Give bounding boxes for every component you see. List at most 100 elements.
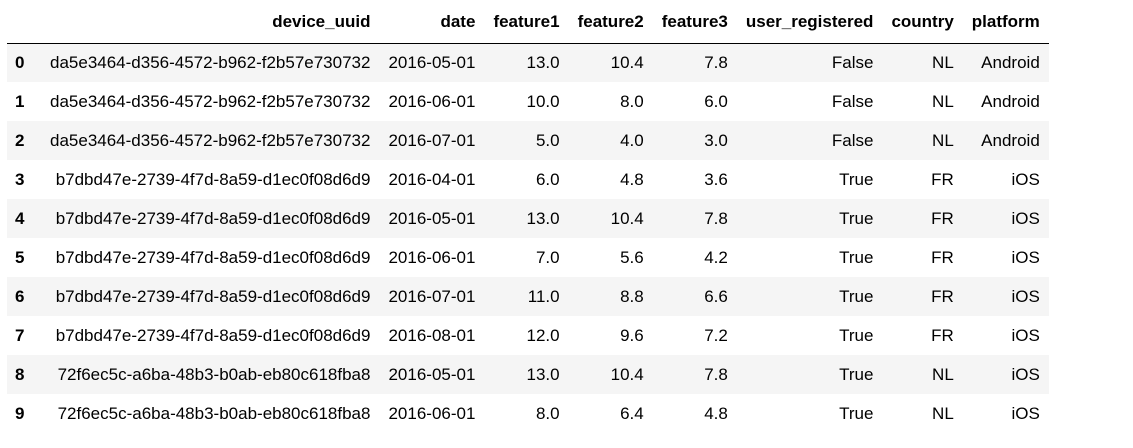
column-header-feature2: feature2 xyxy=(569,2,653,43)
cell-country: NL xyxy=(882,82,962,121)
cell-feature3: 7.2 xyxy=(653,316,737,355)
cell-platform: iOS xyxy=(963,277,1049,316)
cell-country: FR xyxy=(882,199,962,238)
cell-feature2: 4.8 xyxy=(569,160,653,199)
cell-feature3: 7.8 xyxy=(653,355,737,394)
column-header-country: country xyxy=(882,2,962,43)
cell-date: 2016-07-01 xyxy=(379,277,484,316)
cell-feature2: 4.0 xyxy=(569,121,653,160)
cell-feature3: 6.0 xyxy=(653,82,737,121)
column-header-platform: platform xyxy=(963,2,1049,43)
dataframe-output: device_uuid date feature1 feature2 featu… xyxy=(7,2,1049,433)
row-index: 9 xyxy=(7,394,41,433)
table-row: 5 b7dbd47e-2739-4f7d-8a59-d1ec0f08d6d9 201… xyxy=(7,238,1049,277)
cell-feature1: 10.0 xyxy=(484,82,568,121)
cell-device-uuid: b7dbd47e-2739-4f7d-8a59-d1ec0f08d6d9 xyxy=(41,238,379,277)
cell-country: NL xyxy=(882,355,962,394)
row-index: 2 xyxy=(7,121,41,160)
cell-feature3: 4.8 xyxy=(653,394,737,433)
cell-feature2: 10.4 xyxy=(569,355,653,394)
column-header-feature3: feature3 xyxy=(653,2,737,43)
row-index: 7 xyxy=(7,316,41,355)
table-row: 2 da5e3464-d356-4572-b962-f2b57e730732 201… xyxy=(7,121,1049,160)
table-row: 1 da5e3464-d356-4572-b962-f2b57e730732 201… xyxy=(7,82,1049,121)
cell-date: 2016-05-01 xyxy=(379,199,484,238)
column-header-date: date xyxy=(379,2,484,43)
cell-country: NL xyxy=(882,394,962,433)
row-index: 8 xyxy=(7,355,41,394)
cell-user-registered: True xyxy=(737,238,883,277)
table-body: 0 da5e3464-d356-4572-b962-f2b57e730732 201… xyxy=(7,43,1049,433)
cell-feature3: 3.6 xyxy=(653,160,737,199)
cell-device-uuid: b7dbd47e-2739-4f7d-8a59-d1ec0f08d6d9 xyxy=(41,277,379,316)
cell-platform: Android xyxy=(963,121,1049,160)
cell-feature3: 3.0 xyxy=(653,121,737,160)
cell-feature3: 7.8 xyxy=(653,43,737,82)
cell-platform: iOS xyxy=(963,316,1049,355)
cell-device-uuid: 72f6ec5c-a6ba-48b3-b0ab-eb80c618fba8 xyxy=(41,355,379,394)
cell-feature1: 6.0 xyxy=(484,160,568,199)
cell-user-registered: False xyxy=(737,121,883,160)
cell-feature2: 9.6 xyxy=(569,316,653,355)
cell-platform: iOS xyxy=(963,199,1049,238)
cell-device-uuid: da5e3464-d356-4572-b962-f2b57e730732 xyxy=(41,82,379,121)
cell-user-registered: False xyxy=(737,43,883,82)
cell-feature1: 5.0 xyxy=(484,121,568,160)
cell-feature1: 13.0 xyxy=(484,43,568,82)
cell-feature1: 12.0 xyxy=(484,316,568,355)
cell-user-registered: True xyxy=(737,394,883,433)
cell-device-uuid: da5e3464-d356-4572-b962-f2b57e730732 xyxy=(41,43,379,82)
cell-date: 2016-05-01 xyxy=(379,43,484,82)
column-header-user-registered: user_registered xyxy=(737,2,883,43)
column-header-device-uuid: device_uuid xyxy=(41,2,379,43)
cell-platform: Android xyxy=(963,43,1049,82)
table-header: device_uuid date feature1 feature2 featu… xyxy=(7,2,1049,43)
cell-platform: Android xyxy=(963,82,1049,121)
cell-country: FR xyxy=(882,316,962,355)
cell-device-uuid: da5e3464-d356-4572-b962-f2b57e730732 xyxy=(41,121,379,160)
cell-feature2: 10.4 xyxy=(569,199,653,238)
table-row: 4 b7dbd47e-2739-4f7d-8a59-d1ec0f08d6d9 201… xyxy=(7,199,1049,238)
row-index: 5 xyxy=(7,238,41,277)
cell-device-uuid: b7dbd47e-2739-4f7d-8a59-d1ec0f08d6d9 xyxy=(41,316,379,355)
cell-device-uuid: 72f6ec5c-a6ba-48b3-b0ab-eb80c618fba8 xyxy=(41,394,379,433)
cell-date: 2016-06-01 xyxy=(379,394,484,433)
cell-user-registered: False xyxy=(737,82,883,121)
index-header xyxy=(7,2,41,43)
cell-feature1: 7.0 xyxy=(484,238,568,277)
cell-date: 2016-06-01 xyxy=(379,238,484,277)
table-row: 8 72f6ec5c-a6ba-48b3-b0ab-eb80c618fba8 201… xyxy=(7,355,1049,394)
cell-user-registered: True xyxy=(737,316,883,355)
cell-feature1: 8.0 xyxy=(484,394,568,433)
cell-feature2: 8.8 xyxy=(569,277,653,316)
row-index: 4 xyxy=(7,199,41,238)
cell-user-registered: True xyxy=(737,199,883,238)
table-row: 0 da5e3464-d356-4572-b962-f2b57e730732 201… xyxy=(7,43,1049,82)
cell-user-registered: True xyxy=(737,160,883,199)
cell-feature1: 13.0 xyxy=(484,199,568,238)
row-index: 3 xyxy=(7,160,41,199)
cell-feature2: 6.4 xyxy=(569,394,653,433)
cell-country: NL xyxy=(882,43,962,82)
header-row: device_uuid date feature1 feature2 featu… xyxy=(7,2,1049,43)
cell-platform: iOS xyxy=(963,394,1049,433)
cell-feature3: 7.8 xyxy=(653,199,737,238)
dataframe-table: device_uuid date feature1 feature2 featu… xyxy=(7,2,1049,433)
cell-date: 2016-04-01 xyxy=(379,160,484,199)
cell-feature1: 11.0 xyxy=(484,277,568,316)
cell-platform: iOS xyxy=(963,238,1049,277)
row-index: 6 xyxy=(7,277,41,316)
cell-feature3: 6.6 xyxy=(653,277,737,316)
row-index: 0 xyxy=(7,43,41,82)
cell-date: 2016-07-01 xyxy=(379,121,484,160)
cell-date: 2016-06-01 xyxy=(379,82,484,121)
cell-feature3: 4.2 xyxy=(653,238,737,277)
table-row: 3 b7dbd47e-2739-4f7d-8a59-d1ec0f08d6d9 201… xyxy=(7,160,1049,199)
cell-country: FR xyxy=(882,277,962,316)
table-row: 6 b7dbd47e-2739-4f7d-8a59-d1ec0f08d6d9 201… xyxy=(7,277,1049,316)
cell-device-uuid: b7dbd47e-2739-4f7d-8a59-d1ec0f08d6d9 xyxy=(41,199,379,238)
column-header-feature1: feature1 xyxy=(484,2,568,43)
cell-date: 2016-05-01 xyxy=(379,355,484,394)
table-row: 7 b7dbd47e-2739-4f7d-8a59-d1ec0f08d6d9 201… xyxy=(7,316,1049,355)
cell-platform: iOS xyxy=(963,355,1049,394)
